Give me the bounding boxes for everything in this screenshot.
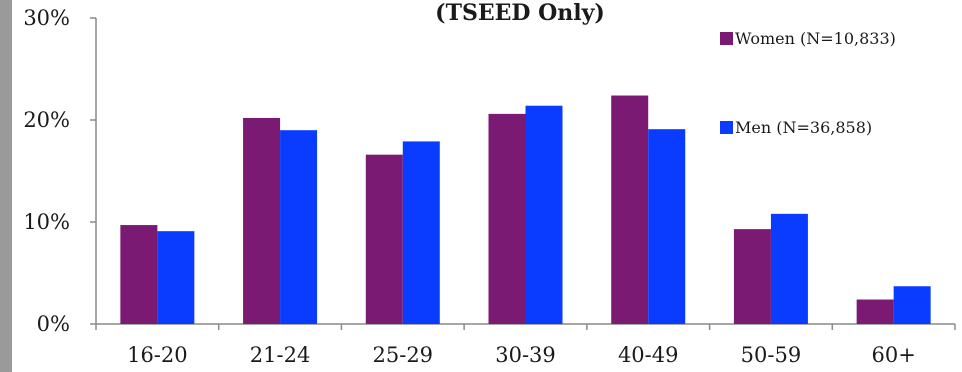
legend-label: Men (N=36,858) <box>735 118 872 137</box>
y-tick-label: 20% <box>23 108 70 132</box>
bar-women-21-24 <box>243 117 281 325</box>
legend-swatch <box>720 121 733 134</box>
bar-women-25-29 <box>365 154 403 324</box>
x-tick-label: 50-59 <box>741 343 802 367</box>
bar-men-21-24 <box>280 130 318 324</box>
y-tick-label: 10% <box>23 210 70 234</box>
bar-women-30-39 <box>488 113 526 324</box>
bar-men-30-39 <box>525 105 563 324</box>
x-tick-label: 16-20 <box>127 343 188 367</box>
x-tick-label: 21-24 <box>250 343 311 367</box>
x-tick-label: 25-29 <box>373 343 434 367</box>
legend-label: Women (N=10,833) <box>735 29 896 48</box>
chart-title: (TSEED Only) <box>435 0 605 26</box>
bar-men-16-20 <box>157 231 195 324</box>
bar-men-25-29 <box>402 141 440 324</box>
bar-women-40-49 <box>611 95 649 325</box>
x-tick-label: 30-39 <box>495 343 556 367</box>
x-tick-label: 60+ <box>871 343 915 367</box>
y-tick-label: 0% <box>37 312 70 336</box>
x-tick-label: 40-49 <box>618 343 679 367</box>
left-rail <box>0 0 12 372</box>
legend-swatch <box>720 32 733 45</box>
bar-men-50-59 <box>770 213 808 324</box>
bar-men-40-49 <box>648 129 686 324</box>
bar-women-50-59 <box>733 229 771 324</box>
bar-women-60+ <box>856 299 894 324</box>
bar-women-16-20 <box>120 225 158 324</box>
y-tick-label: 30% <box>23 6 70 30</box>
bar-men-60+ <box>893 286 931 324</box>
